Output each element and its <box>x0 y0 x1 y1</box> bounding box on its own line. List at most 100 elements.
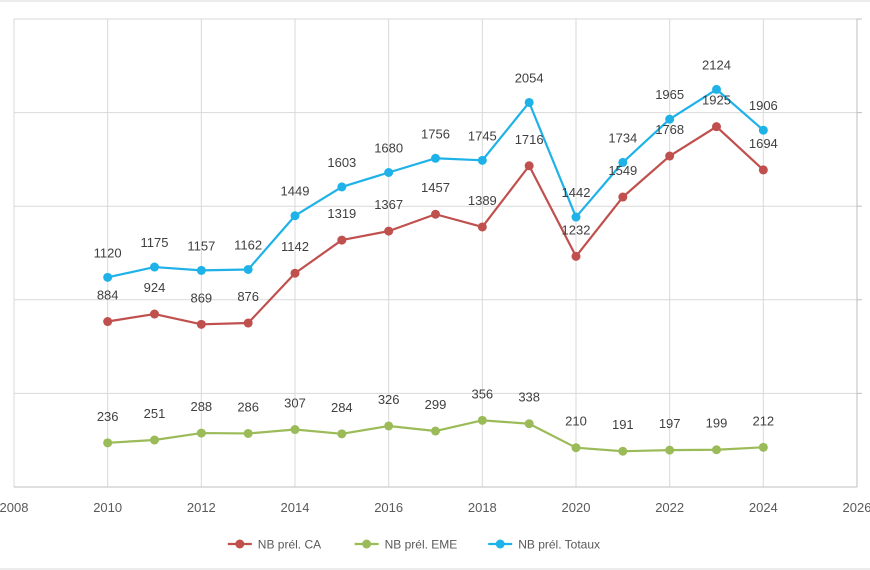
data-label-nb-pr-l-ca: 924 <box>144 280 166 295</box>
data-label-nb-pr-l-ca: 1716 <box>515 132 544 147</box>
x-tick-label: 2016 <box>374 500 403 515</box>
data-label-nb-pr-l-eme: 356 <box>471 386 493 401</box>
data-label-nb-pr-l-totaux: 1120 <box>94 245 122 260</box>
data-point-nb-pr-l-totaux <box>196 265 206 275</box>
data-label-nb-pr-l-ca: 1457 <box>421 180 450 195</box>
data-point-nb-pr-l-totaux <box>524 97 534 107</box>
data-label-nb-pr-l-totaux: 1157 <box>187 238 215 253</box>
data-point-nb-pr-l-eme <box>431 426 440 436</box>
data-point-nb-pr-l-totaux <box>665 114 675 124</box>
x-tick-label: 2022 <box>655 500 684 515</box>
data-label-nb-pr-l-totaux: 1442 <box>562 185 591 200</box>
x-tick-label: 2012 <box>187 500 216 515</box>
data-label-nb-pr-l-totaux: 1162 <box>234 237 262 252</box>
data-point-nb-pr-l-totaux <box>758 125 768 135</box>
data-label-nb-pr-l-ca: 1367 <box>374 197 403 212</box>
data-labels: 884 924 869 876 1142 1319 1367 1457 1389 1716 1232… <box>94 57 778 432</box>
data-point-nb-pr-l-totaux <box>150 262 159 272</box>
data-point-nb-pr-l-ca <box>196 319 206 329</box>
data-point-nb-pr-l-eme <box>524 419 534 429</box>
data-point-nb-pr-l-ca <box>290 268 300 278</box>
data-label-nb-pr-l-totaux: 2124 <box>702 57 731 72</box>
data-point-nb-pr-l-totaux <box>384 168 394 178</box>
data-label-nb-pr-l-ca: 1389 <box>468 193 497 208</box>
data-label-nb-pr-l-eme: 284 <box>331 400 353 415</box>
data-label-nb-pr-l-eme: 236 <box>97 409 119 424</box>
data-label-nb-pr-l-eme: 212 <box>752 413 774 428</box>
legend-label-nb-pr-l-ca: NB prél. CA <box>258 538 321 552</box>
data-label-nb-pr-l-totaux: 1734 <box>608 130 637 145</box>
x-tick-label: 2020 <box>562 500 591 515</box>
data-point-nb-pr-l-ca <box>337 235 347 245</box>
data-label-nb-pr-l-totaux: 1906 <box>749 98 778 113</box>
data-label-nb-pr-l-eme: 338 <box>518 390 540 405</box>
data-label-nb-pr-l-ca: 876 <box>237 289 259 304</box>
data-label-nb-pr-l-ca: 1694 <box>749 136 778 151</box>
data-label-nb-pr-l-eme: 210 <box>565 414 587 429</box>
data-point-nb-pr-l-ca <box>243 318 253 328</box>
legend-marker-nb-pr-l-eme <box>362 539 372 549</box>
data-label-nb-pr-l-ca: 869 <box>190 290 212 305</box>
data-point-nb-pr-l-ca <box>618 192 628 202</box>
data-point-nb-pr-l-ca <box>150 309 159 319</box>
x-tick-label: 2024 <box>749 500 778 515</box>
data-point-nb-pr-l-eme <box>618 446 628 456</box>
data-point-nb-pr-l-totaux <box>477 155 487 165</box>
x-tick-label: 2010 <box>93 500 122 515</box>
data-label-nb-pr-l-eme: 199 <box>706 416 728 431</box>
series <box>103 84 768 456</box>
data-label-nb-pr-l-ca: 1232 <box>562 222 591 237</box>
data-point-nb-pr-l-eme <box>712 445 721 455</box>
data-label-nb-pr-l-eme: 299 <box>425 397 447 412</box>
data-point-nb-pr-l-totaux <box>712 84 721 94</box>
data-point-nb-pr-l-eme <box>243 428 253 438</box>
data-point-nb-pr-l-totaux <box>103 272 113 282</box>
data-point-nb-pr-l-ca <box>103 317 113 327</box>
data-point-nb-pr-l-eme <box>337 429 347 439</box>
data-point-nb-pr-l-totaux <box>571 212 581 222</box>
legend: NB prél. CA NB prél. EME NB prél. Totaux <box>227 538 600 552</box>
data-label-nb-pr-l-ca: 1768 <box>655 122 684 137</box>
x-tick-label: 2026 <box>843 500 870 515</box>
data-point-nb-pr-l-eme <box>290 425 300 435</box>
data-label-nb-pr-l-eme: 307 <box>284 396 306 411</box>
data-label-nb-pr-l-eme: 288 <box>190 399 212 414</box>
data-label-nb-pr-l-totaux: 2054 <box>515 70 544 85</box>
data-label-nb-pr-l-totaux: 1756 <box>421 126 450 141</box>
data-label-nb-pr-l-ca: 1319 <box>327 206 356 221</box>
x-tick-label: 2008 <box>0 500 28 515</box>
data-label-nb-pr-l-totaux: 1680 <box>374 141 403 156</box>
data-point-nb-pr-l-eme <box>477 415 487 425</box>
data-label-nb-pr-l-eme: 191 <box>612 417 634 432</box>
data-label-nb-pr-l-totaux: 1965 <box>655 87 684 102</box>
data-label-nb-pr-l-eme: 197 <box>659 416 681 431</box>
data-point-nb-pr-l-eme <box>758 442 768 452</box>
x-tick-label: 2018 <box>468 500 497 515</box>
data-point-nb-pr-l-totaux <box>290 211 300 221</box>
data-label-nb-pr-l-ca: 1549 <box>608 163 637 178</box>
data-label-nb-pr-l-eme: 251 <box>144 406 166 421</box>
data-point-nb-pr-l-ca <box>712 122 721 132</box>
data-point-nb-pr-l-eme <box>196 428 206 438</box>
data-point-nb-pr-l-ca <box>431 209 440 219</box>
x-tick-label: 2014 <box>281 500 310 515</box>
legend-label-nb-pr-l-totaux: NB prél. Totaux <box>518 538 600 552</box>
data-point-nb-pr-l-eme <box>150 435 159 445</box>
data-point-nb-pr-l-ca <box>477 222 487 232</box>
data-point-nb-pr-l-ca <box>571 251 581 261</box>
data-label-nb-pr-l-totaux: 1449 <box>281 184 310 199</box>
data-point-nb-pr-l-eme <box>665 445 675 455</box>
data-point-nb-pr-l-totaux <box>337 182 347 192</box>
legend-marker-nb-pr-l-totaux <box>495 539 505 549</box>
data-point-nb-pr-l-eme <box>571 443 581 453</box>
data-label-nb-pr-l-totaux: 1603 <box>327 155 356 170</box>
data-point-nb-pr-l-ca <box>524 161 534 171</box>
data-point-nb-pr-l-totaux <box>243 264 253 274</box>
legend-label-nb-pr-l-eme: NB prél. EME <box>385 538 458 552</box>
data-point-nb-pr-l-ca <box>665 151 675 161</box>
legend-marker-nb-pr-l-ca <box>235 539 245 549</box>
axes: 2008 2010 2012 2014 2016 2018 2020 2022 2024 2026 <box>0 18 870 515</box>
data-label-nb-pr-l-ca: 884 <box>97 288 119 303</box>
